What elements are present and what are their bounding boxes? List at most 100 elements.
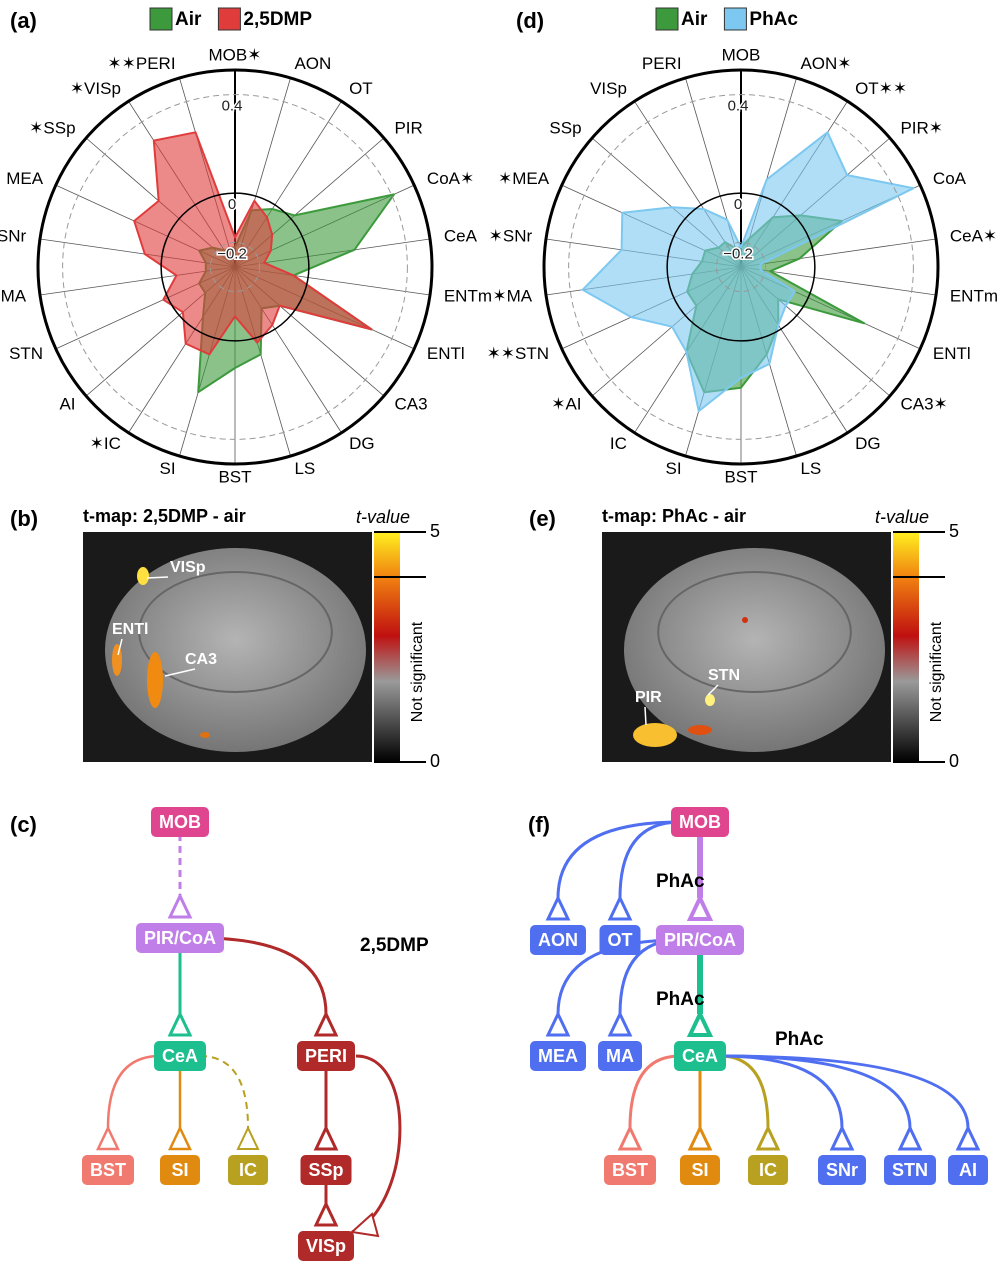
node-label: PERI [305, 1046, 347, 1066]
activation [633, 723, 677, 747]
panel-label: (c) [10, 812, 37, 837]
axis-label: ✶✶PERI [107, 54, 175, 73]
axis-label: STN [9, 344, 43, 363]
axis-label: ✶AI [551, 395, 581, 414]
axis-label: ✶SSp [29, 118, 75, 137]
node: MEA [530, 1041, 586, 1071]
node-label: MEA [538, 1046, 578, 1066]
edge-label: PhAc [775, 1029, 824, 1050]
legend-swatch [656, 8, 678, 30]
axis-label: ENTl [427, 344, 465, 363]
activation [742, 617, 748, 623]
arrowhead [548, 1014, 568, 1035]
axis-label: ✶VISp [70, 79, 121, 98]
node: MOB [151, 807, 209, 837]
axis-label: MOB [722, 45, 761, 64]
activation [147, 652, 163, 708]
panel-label: (b) [10, 506, 38, 531]
axis-label: LS [294, 459, 315, 478]
node: AI [948, 1155, 988, 1185]
colorbar-tick-label: 5 [430, 521, 440, 541]
axis-label: DG [855, 434, 881, 453]
axis-label: ✶MA [492, 287, 532, 306]
panel-label: (d) [516, 8, 544, 33]
axis-label: PERI [642, 54, 682, 73]
axis-label: SI [665, 459, 681, 478]
node-label: SI [171, 1160, 188, 1180]
colorbar-title: t-value [356, 507, 410, 527]
node-label: MOB [159, 812, 201, 832]
node: PERI [297, 1041, 355, 1071]
axis-label: SNr [0, 226, 26, 245]
activation [688, 725, 712, 735]
axis-label: VISp [590, 79, 627, 98]
node-label: STN [892, 1160, 928, 1180]
node: PIR/CoA [136, 923, 224, 953]
axis-label: ✶SNr [489, 226, 533, 245]
axis-label: AON✶ [800, 54, 851, 73]
node-label: MOB [679, 812, 721, 832]
node-label: OT [608, 930, 633, 950]
colorbar-tick-label: 0 [949, 751, 959, 771]
region-pointer [645, 707, 646, 725]
tmap-title: t-map: PhAc - air [602, 506, 746, 526]
arrowhead [316, 1204, 336, 1225]
node-label: BST [612, 1160, 648, 1180]
axis-label: OT✶✶ [855, 79, 907, 98]
legend-label: Air [175, 9, 202, 30]
edge [200, 1056, 248, 1128]
axis-label: MOB✶ [209, 45, 262, 64]
node-label: SSp [308, 1160, 343, 1180]
arrowhead [238, 1128, 258, 1149]
activation [705, 694, 715, 706]
colorbar [893, 532, 919, 762]
region-label: PIR [635, 689, 662, 706]
page: (a)Air2,5DMP−0.200.4MOB✶AONOTPIRCoA✶CeAE… [0, 0, 997, 1264]
node: CeA [674, 1041, 726, 1071]
region-label: CA3 [185, 651, 217, 668]
arrowhead [170, 1128, 190, 1149]
node-label: IC [239, 1160, 257, 1180]
axis-label: BST [724, 467, 757, 486]
tmap-title: t-map: 2,5DMP - air [83, 506, 246, 526]
figure: (a)Air2,5DMP−0.200.4MOB✶AONOTPIRCoA✶CeAE… [0, 0, 997, 1264]
region-label: STN [708, 667, 740, 684]
colorbar-tick-label: 5 [949, 521, 959, 541]
legend-label: PhAc [749, 9, 798, 30]
node: MOB [671, 807, 729, 837]
axis-label: LS [800, 459, 821, 478]
panel-label: (e) [529, 506, 556, 531]
node: IC [748, 1155, 788, 1185]
axis-label: SI [159, 459, 175, 478]
r-tick-label: 0.4 [222, 98, 243, 115]
axis-label: IC [610, 434, 627, 453]
node: BST [82, 1155, 134, 1185]
node-label: VISp [306, 1236, 346, 1256]
axis-label: PIR [394, 118, 422, 137]
arrowhead [316, 1128, 336, 1149]
axis-label: CeA✶✶ [950, 226, 997, 245]
node: MA [598, 1041, 642, 1071]
node: OT [600, 925, 641, 955]
axis-label: CoA [933, 169, 967, 188]
panel-label: (a) [10, 8, 37, 33]
arrowhead [548, 898, 568, 919]
axis-label: ENTl [933, 344, 971, 363]
arrowhead [316, 1014, 336, 1035]
edge-label: PhAc [656, 989, 705, 1010]
axis-label: CA3 [394, 395, 427, 414]
node: VISp [298, 1231, 354, 1261]
activation [137, 567, 149, 585]
arrowhead [98, 1128, 118, 1149]
axis-label: CA3✶ [900, 395, 947, 414]
axis-label: OT [349, 79, 373, 98]
node-label: BST [90, 1160, 126, 1180]
r-tick-label: −0.2 [217, 245, 247, 262]
node: PIR/CoA [656, 925, 744, 955]
node-label: PIR/CoA [664, 930, 736, 950]
edge-label: PhAc [656, 871, 705, 892]
axis-label: CoA✶ [427, 169, 474, 188]
node-label: CeA [162, 1046, 198, 1066]
axis-label: MA [1, 287, 27, 306]
axis-label: BST [218, 467, 251, 486]
